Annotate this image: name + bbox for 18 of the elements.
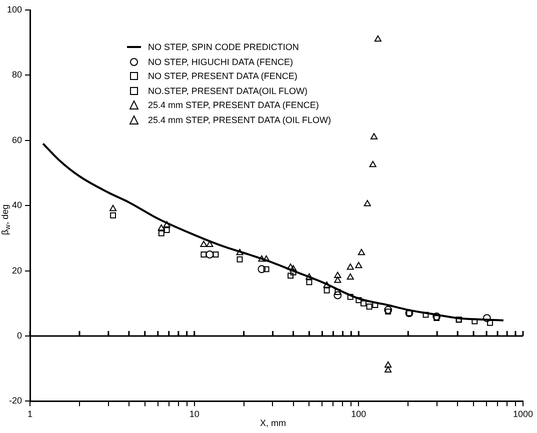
legend-label: 25.4 mm STEP, PRESENT DATA (OIL FLOW) xyxy=(148,114,332,127)
y-tick-label: -20 xyxy=(9,396,22,406)
y-tick-label: 80 xyxy=(12,70,22,80)
y-tick-label: 0 xyxy=(17,330,22,340)
x-tick-label: 10 xyxy=(189,409,200,420)
x-tick-label: 1000 xyxy=(512,409,534,420)
y-tick-label: 40 xyxy=(12,200,22,210)
y-tick-label: 100 xyxy=(6,4,22,14)
x-axis-title: X, mm xyxy=(260,418,286,428)
y-tick-label: 60 xyxy=(12,134,22,145)
y-tick-label: 20 xyxy=(12,265,22,276)
x-tick-label: 100 xyxy=(351,409,366,420)
legend-label: NO STEP, PRESENT DATA (FENCE) xyxy=(148,70,298,83)
x-tick-label: 1 xyxy=(28,409,33,420)
legend-label: NO.STEP, PRESENT DATA(OIL FLOW) xyxy=(148,84,308,98)
legend-label: NO STEP, SPIN CODE PREDICTION xyxy=(148,41,299,54)
legend-label: 25.4 mm STEP, PRESENT DATA (FENCE) xyxy=(148,99,319,112)
legend-label: NO STEP, HIGUCHI DATA (FENCE) xyxy=(148,56,294,69)
